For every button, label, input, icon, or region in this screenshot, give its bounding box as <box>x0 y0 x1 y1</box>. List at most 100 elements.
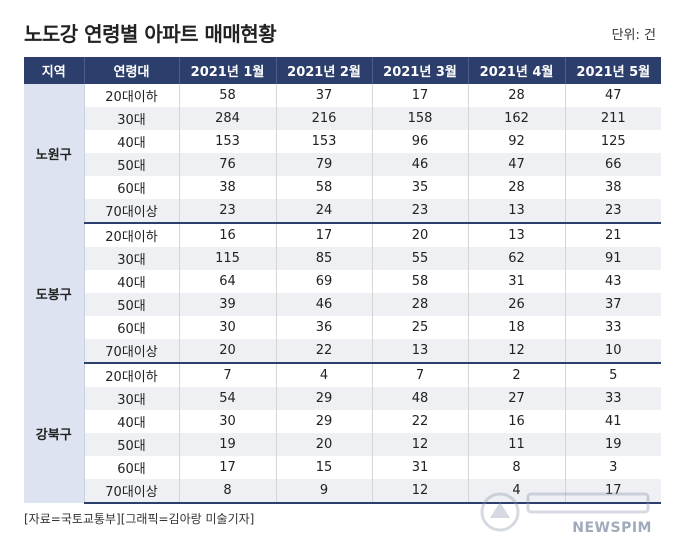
unit-label: 단위: 건 <box>611 28 656 43</box>
value-cell: 115 <box>179 247 277 270</box>
value-cell: 38 <box>179 176 277 199</box>
value-cell: 85 <box>276 247 373 270</box>
header-month: 2021년 4월 <box>468 57 566 84</box>
value-cell: 64 <box>179 270 277 293</box>
table-row: 60대 38 58 35 28 38 <box>24 176 661 199</box>
header-age: 연령대 <box>84 57 180 84</box>
table-row: 60대 30 36 25 18 33 <box>24 316 661 339</box>
header-month: 2021년 5월 <box>565 57 661 84</box>
value-cell: 17 <box>372 84 469 107</box>
table-row: 40대 153 153 96 92 125 <box>24 130 661 153</box>
value-cell: 39 <box>179 293 277 316</box>
data-table: 지역 연령대 2021년 1월 2021년 2월 2021년 3월 2021년 … <box>24 57 661 504</box>
table-row: 50대 39 46 28 26 37 <box>24 293 661 316</box>
age-cell: 30대 <box>84 107 180 130</box>
value-cell: 4 <box>276 363 373 387</box>
table-row: 30대 54 29 48 27 33 <box>24 387 661 410</box>
age-cell: 50대 <box>84 433 180 456</box>
value-cell: 19 <box>179 433 277 456</box>
value-cell: 162 <box>468 107 566 130</box>
value-cell: 58 <box>179 84 277 107</box>
header-month: 2021년 3월 <box>372 57 469 84</box>
value-cell: 37 <box>565 293 661 316</box>
value-cell: 12 <box>372 479 469 504</box>
age-cell: 20대이하 <box>84 84 180 107</box>
value-cell: 20 <box>179 339 277 364</box>
table-row: 40대 64 69 58 31 43 <box>24 270 661 293</box>
table-row: 70대이상 8 9 12 4 17 <box>24 479 661 504</box>
value-cell: 43 <box>604 274 622 289</box>
value-cell: 211 <box>565 107 661 130</box>
value-cell: 7 <box>179 363 277 387</box>
value-cell: 23 <box>565 199 661 224</box>
value-cell: 31 <box>468 270 566 293</box>
header-month: 2021년 2월 <box>276 57 373 84</box>
region-cell: 강북구 <box>24 363 85 503</box>
value-cell: 28 <box>468 84 566 107</box>
newspim-logo-icon <box>480 492 650 532</box>
value-cell: 17 <box>179 456 277 479</box>
value-cell: 5 <box>609 368 618 383</box>
value-cell: 10 <box>565 339 661 364</box>
value-cell: 17 <box>276 223 373 247</box>
value-cell: 26 <box>468 293 566 316</box>
header-region: 지역 <box>24 57 85 84</box>
value-cell: 13 <box>468 223 566 247</box>
value-cell: 29 <box>276 387 373 410</box>
age-cell: 40대 <box>84 410 180 433</box>
value-cell: 33 <box>604 320 622 335</box>
table-row: 60대 17 15 31 8 3 <box>24 456 661 479</box>
value-cell: 25 <box>372 316 469 339</box>
value-cell: 8 <box>179 479 277 504</box>
table-row: 강북구 20대이하 7 4 7 2 5 <box>24 363 661 503</box>
value-cell: 29 <box>276 410 373 433</box>
value-cell: 35 <box>372 176 469 199</box>
value-cell: 24 <box>276 199 373 224</box>
value-cell: 47 <box>468 153 566 176</box>
page-title: 노도강 연령별 아파트 매매현황 <box>24 22 277 46</box>
value-cell: 55 <box>372 247 469 270</box>
table-row: 30대 284 216 158 162 211 <box>24 107 661 130</box>
table-body: 노원구 20대이하 58 37 17 28 47 30대 284 216 158 162 211 40대 1… <box>24 84 661 504</box>
value-cell: 216 <box>276 107 373 130</box>
table-row: 50대 76 79 46 47 66 <box>24 153 661 176</box>
value-cell: 41 <box>604 414 622 429</box>
table-row: 30대 115 85 55 62 91 <box>24 247 661 270</box>
age-cell: 70대이상 <box>84 339 180 364</box>
value-cell: 47 <box>604 88 622 103</box>
watermark-text: NEWSPIM <box>572 520 652 536</box>
value-cell: 17 <box>565 479 661 504</box>
value-cell: 79 <box>276 153 373 176</box>
table-row: 70대이상 23 24 23 13 23 <box>24 199 661 224</box>
value-cell: 153 <box>179 130 277 153</box>
table-row: 40대 30 29 22 16 41 <box>24 410 661 433</box>
value-cell: 69 <box>276 270 373 293</box>
value-cell: 20 <box>276 433 373 456</box>
value-cell: 19 <box>565 433 661 456</box>
value-cell: 15 <box>276 456 373 479</box>
value-cell: 16 <box>179 223 277 247</box>
value-cell: 23 <box>372 199 469 224</box>
value-cell: 125 <box>600 134 626 149</box>
value-cell: 16 <box>468 410 566 433</box>
value-cell: 284 <box>179 107 277 130</box>
table-row: 도봉구 20대이하 16 17 20 13 21 <box>24 223 661 363</box>
age-cell: 30대 <box>84 247 180 270</box>
table-row: 노원구 20대이하 58 37 17 28 47 <box>24 84 661 223</box>
value-cell: 18 <box>468 316 566 339</box>
value-cell: 158 <box>372 107 469 130</box>
value-cell: 33 <box>565 387 661 410</box>
age-cell: 40대 <box>84 130 180 153</box>
table-row: 70대이상 20 22 13 12 10 <box>24 339 661 364</box>
age-cell: 50대 <box>84 293 180 316</box>
header-row: 지역 연령대 2021년 1월 2021년 2월 2021년 3월 2021년 … <box>24 57 661 84</box>
value-cell: 20 <box>372 223 469 247</box>
age-cell: 60대 <box>84 176 180 199</box>
value-cell: 4 <box>468 479 566 504</box>
value-cell: 76 <box>179 153 277 176</box>
age-cell: 20대이하 <box>84 223 180 247</box>
value-cell: 54 <box>179 387 277 410</box>
value-cell: 36 <box>276 316 373 339</box>
age-cell: 60대 <box>84 316 180 339</box>
value-cell: 11 <box>468 433 566 456</box>
